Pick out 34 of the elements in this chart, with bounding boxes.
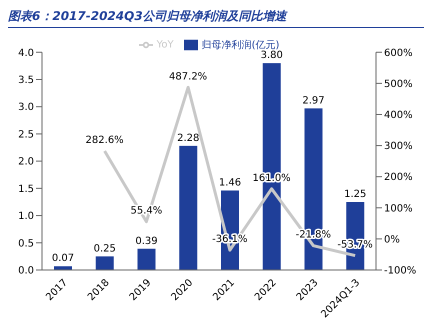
y-tick-label: 2.0 — [18, 156, 34, 168]
data-label: 1.25 — [344, 188, 366, 200]
y-tick-label: 4.0 — [18, 48, 34, 59]
data-label: 55.4% — [130, 206, 162, 217]
y-tick-label: 0.0 — [18, 266, 34, 277]
data-label: 0.07 — [52, 253, 74, 264]
bar — [96, 256, 114, 270]
bar — [138, 248, 156, 270]
bar — [179, 146, 198, 270]
y2-tick-label: 600% — [384, 48, 413, 59]
y-tick-label: 3.5 — [18, 75, 34, 86]
y-tick-label: 1.5 — [18, 184, 34, 195]
y2-tick-label: 200% — [384, 172, 413, 184]
data-label: 2.28 — [177, 132, 200, 144]
y-tick-label: 3.0 — [18, 102, 34, 114]
data-label: 1.46 — [218, 178, 242, 189]
legend-label: 归母净利润(亿元) — [202, 40, 280, 51]
y2-tick-label: 500% — [384, 78, 413, 90]
y2-tick-label: 400% — [384, 110, 413, 122]
y-tick-label: 2.5 — [18, 129, 34, 140]
y2-tick-label: -100% — [384, 266, 416, 277]
y-tick-label: 0.5 — [18, 238, 34, 250]
data-label: 487.2% — [169, 71, 208, 82]
data-label: 3.80 — [260, 50, 283, 62]
data-label: 282.6% — [86, 134, 124, 146]
y2-tick-label: 300% — [384, 141, 413, 152]
data-label: 0.39 — [135, 236, 158, 247]
bar — [54, 266, 72, 270]
chart-title: 图表6：2017-2024Q3公司归母净利润及同比增速 — [8, 8, 424, 28]
y2-tick-label: 0% — [384, 234, 400, 246]
y-tick-label: 1.0 — [18, 211, 34, 222]
data-label: 0.25 — [94, 243, 116, 254]
data-label: 2.97 — [302, 95, 325, 106]
y2-tick-label: 100% — [384, 203, 413, 214]
